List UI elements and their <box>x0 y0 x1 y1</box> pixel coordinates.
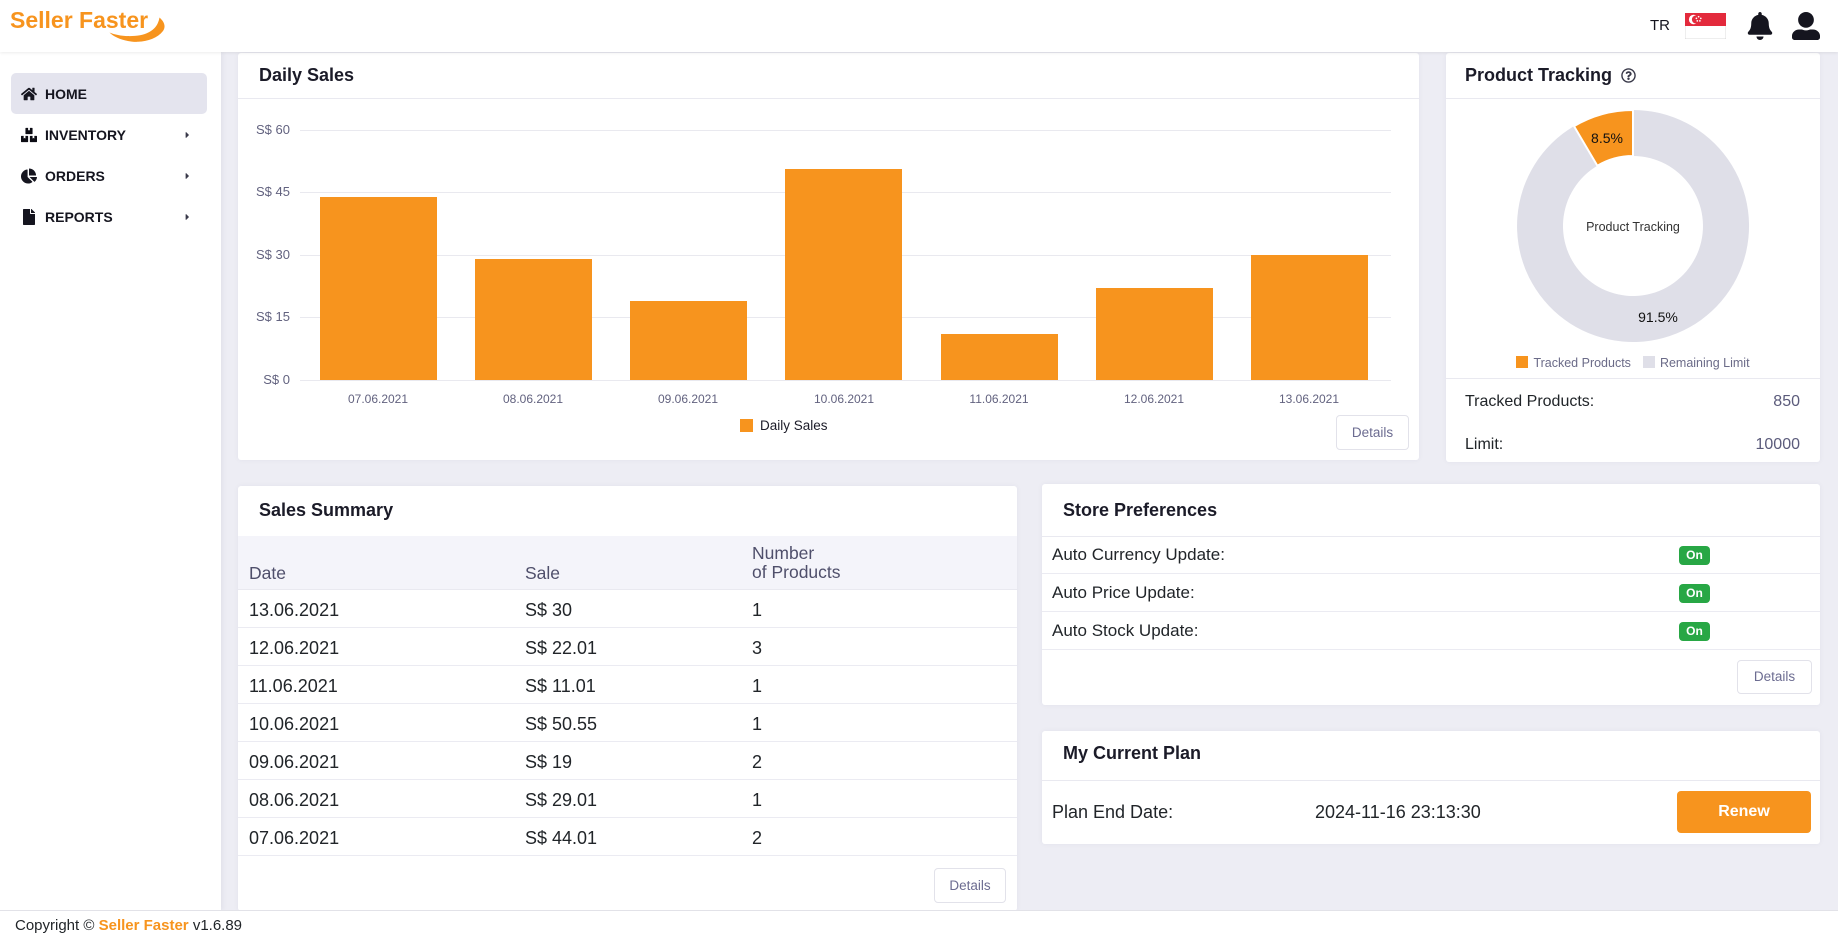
svg-text:91.5%: 91.5% <box>1638 309 1678 325</box>
svg-text:Product Tracking: Product Tracking <box>1586 220 1680 234</box>
svg-text:8.5%: 8.5% <box>1591 130 1623 146</box>
